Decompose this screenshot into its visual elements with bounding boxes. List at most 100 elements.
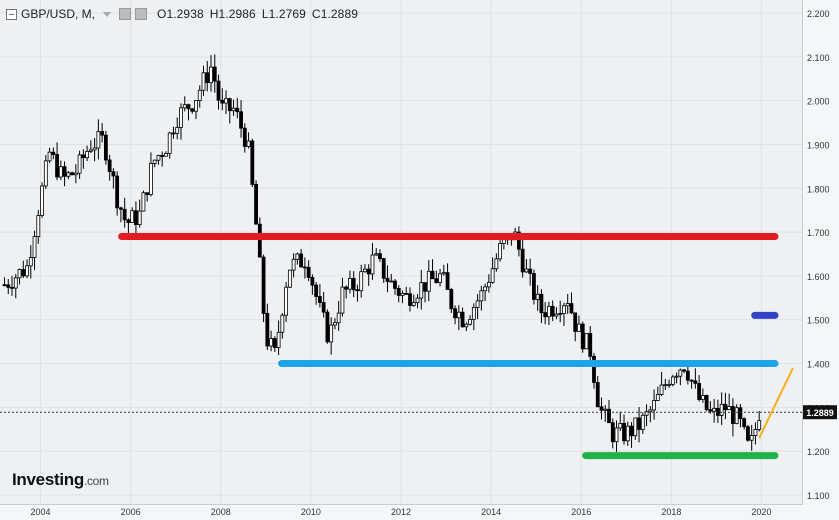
open-value: O1.2938 [157,7,204,21]
candle-body [224,98,228,104]
candle-body [700,395,705,400]
candle-body [640,414,645,430]
candle-body [535,293,540,300]
candle-body [599,406,604,411]
close-icon[interactable] [135,8,148,20]
candle-body [149,163,153,195]
candle-body [205,72,210,84]
candle-body [73,172,78,176]
candle-body [137,210,142,225]
candle-body [77,154,82,174]
candle-body [355,289,360,292]
candle-body [126,219,131,223]
candle-body [674,375,679,378]
dropdown-icon[interactable] [103,11,112,17]
candle-body [81,154,86,159]
candle-body [197,89,202,101]
candle-body [321,302,326,313]
candle-body [592,355,596,383]
y-tick-label: 1.900 [807,140,830,150]
candle-body [554,313,559,317]
x-tick-label: 2018 [661,507,681,517]
settings-icon[interactable] [119,8,132,20]
candle-body [220,99,225,104]
x-tick-label: 2010 [301,507,321,517]
candle-body [261,256,266,314]
candle-body [235,107,240,113]
candle-body [62,166,67,177]
candle-body [404,292,409,295]
candle-body [569,303,574,314]
candle-body [340,286,345,314]
candle-body [194,100,198,112]
chart-header: GBP/USD, M, O1.2938 H1.2986 L1.2769 C1.2889 [6,6,364,22]
candle-body [145,192,150,195]
candle-body [310,277,315,286]
candle-body [336,312,341,324]
candle-body [655,394,660,401]
candle-body [363,268,367,273]
candle-body [130,210,135,223]
candle-body [21,269,26,277]
candle-body [58,166,63,178]
candle-body [693,380,698,384]
candle-body [171,132,176,135]
candle-body [299,253,304,268]
candle-body [389,280,394,283]
candle-body [434,278,439,284]
trend-line[interactable] [758,367,794,439]
candle-body [359,271,364,292]
candle-body [475,300,480,308]
candle-body [186,104,191,110]
candle-body [486,281,491,288]
candle-body [164,152,168,157]
candle-body [182,104,187,109]
candle-body [689,379,694,382]
candle-body [32,236,37,258]
candle-body [753,429,758,436]
candle-body [265,312,270,347]
candle-body [2,284,7,287]
candle-body [103,134,108,161]
candle-body [254,183,258,225]
candle-body [498,243,503,260]
candle-body [43,160,48,187]
candle-body [622,422,626,442]
candle-body [479,290,484,302]
y-tick-label: 1.200 [807,447,830,457]
candle-body [697,382,702,400]
candle-body [565,303,570,307]
candle-body [501,239,506,244]
candle-body [408,293,412,306]
candle-body [167,132,172,154]
candle-body [456,311,461,319]
candle-body [453,308,457,319]
candle-body [648,409,653,413]
candle-body [317,296,322,303]
candle-body [708,409,713,412]
candle-body [325,311,330,343]
candle-body [682,369,687,372]
candle-body [381,258,386,279]
candle-body [287,269,292,288]
investing-logo: Investing.com [12,470,109,490]
candle-body [366,268,371,275]
candle-body [441,272,446,275]
candle-body [734,407,739,424]
collapse-icon[interactable] [6,8,17,20]
price-tag [803,405,837,420]
candle-body [595,382,600,408]
logo-brand: Investing [12,470,84,489]
candle-body [272,338,277,348]
candle-body [239,111,243,129]
price-tag-label: 1.2889 [806,408,834,418]
candle-body [712,407,717,412]
candle-body [216,80,221,101]
candle-body [88,149,93,152]
y-tick-label: 1.800 [807,184,830,194]
candle-body [374,253,379,256]
candle-body [603,408,608,411]
candle-body [66,172,71,177]
candle-body [28,257,33,267]
